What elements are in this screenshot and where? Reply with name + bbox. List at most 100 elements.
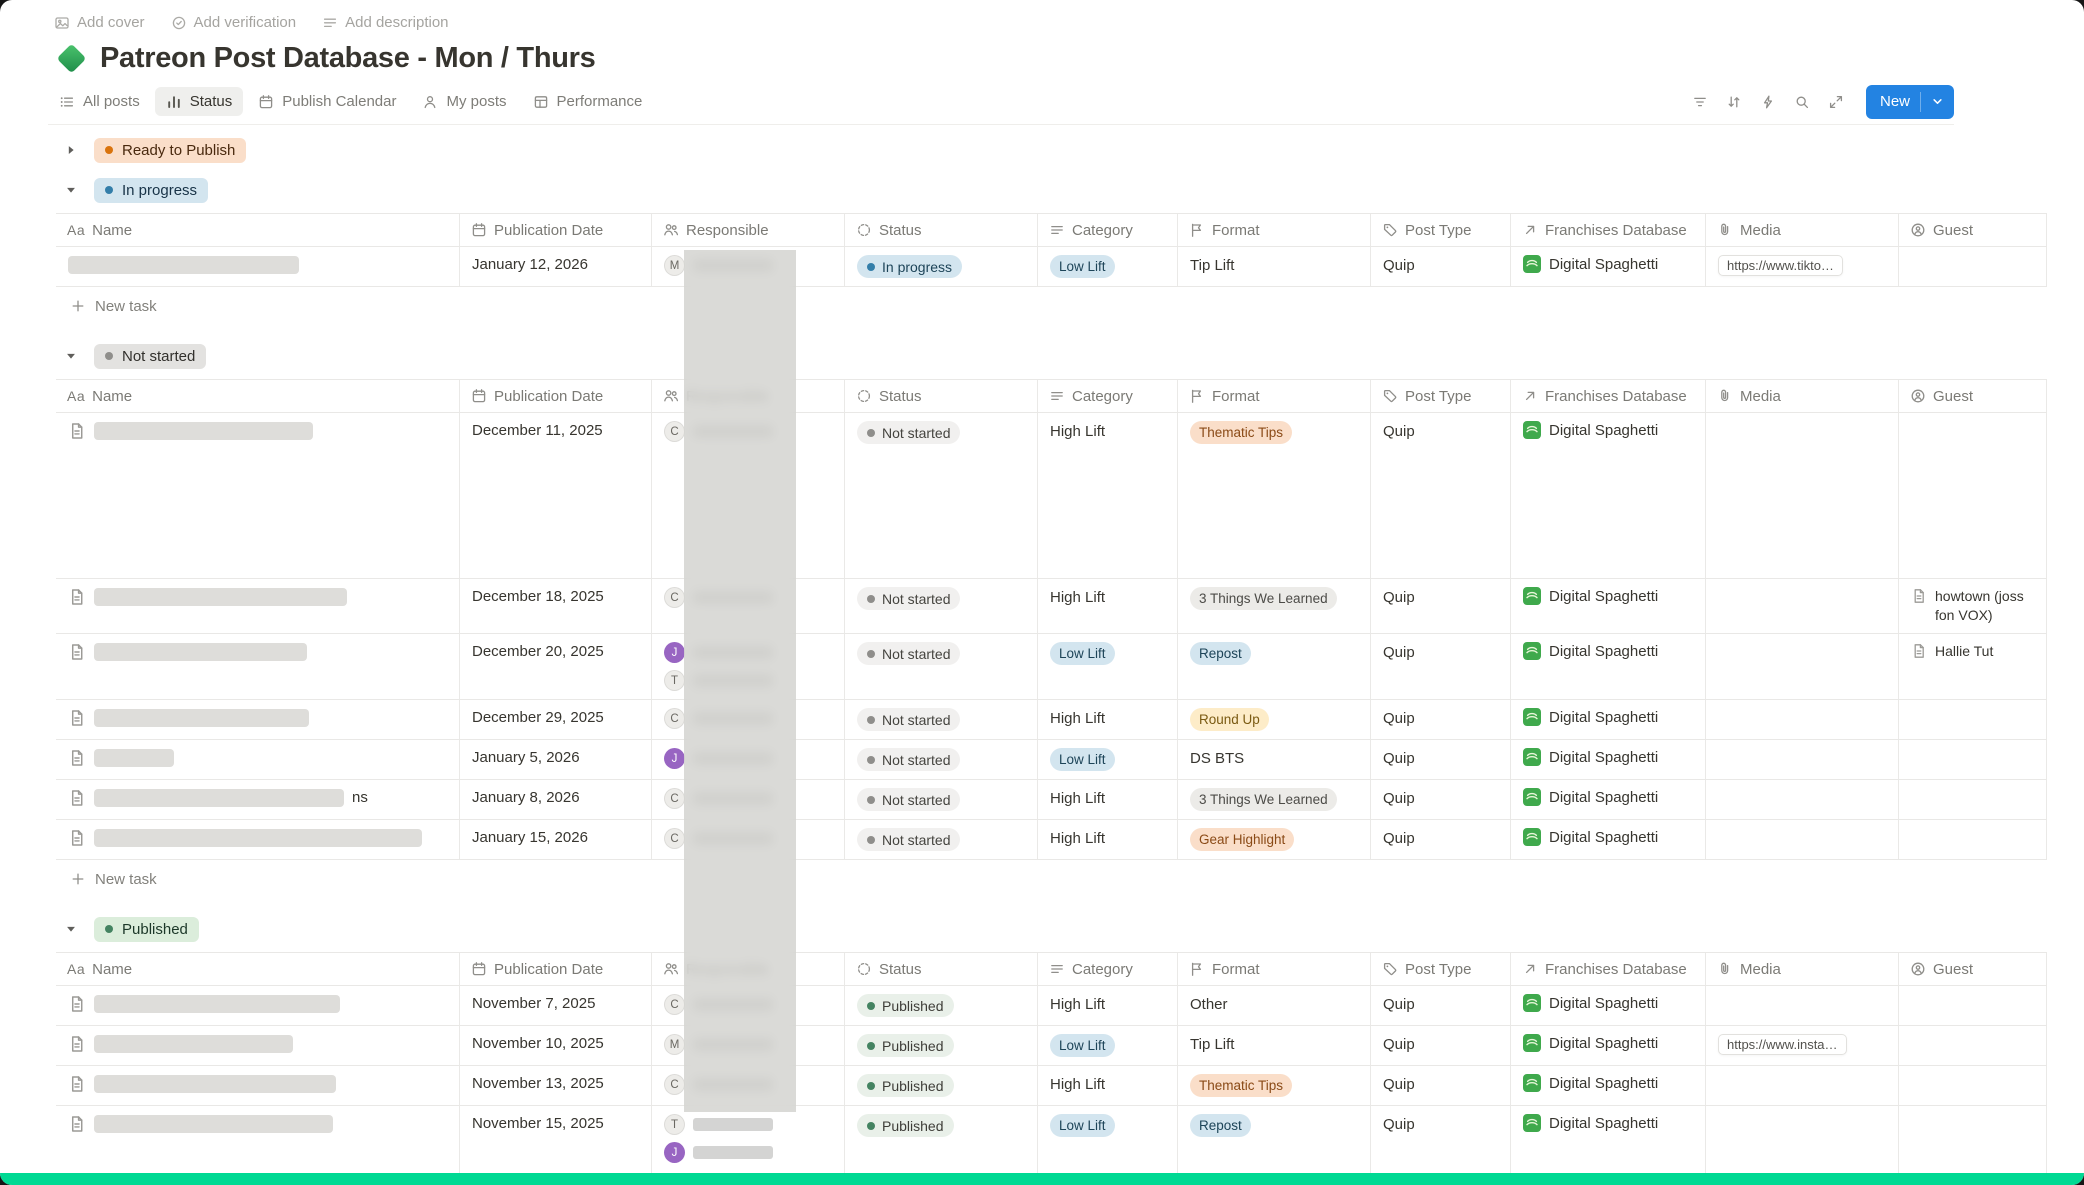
cell-format[interactable]: DS BTS xyxy=(1178,740,1371,779)
publication-date[interactable]: November 7, 2025 xyxy=(472,995,596,1012)
franchise-link[interactable]: Digital Spaghetti xyxy=(1549,789,1659,806)
tab-my-posts[interactable]: My posts xyxy=(411,87,517,116)
cell-date[interactable]: November 15, 2025 xyxy=(460,1106,652,1185)
cell-date[interactable]: January 15, 2026 xyxy=(460,820,652,859)
category-value[interactable]: High Lift xyxy=(1050,1076,1106,1093)
column-header-post_type[interactable]: Post Type xyxy=(1371,380,1511,412)
cell-format[interactable]: Thematic Tips xyxy=(1178,413,1371,578)
cell-media[interactable] xyxy=(1706,579,1899,633)
column-header-date[interactable]: Publication Date xyxy=(460,214,652,246)
avatar-M[interactable]: M xyxy=(664,1034,685,1055)
avatar-C[interactable]: C xyxy=(664,828,685,849)
column-header-guest[interactable]: Guest xyxy=(1899,214,2047,246)
franchise-link[interactable]: Digital Spaghetti xyxy=(1549,588,1659,605)
cell-format[interactable]: Round Up xyxy=(1178,700,1371,739)
cell-franchise[interactable]: Digital Spaghetti xyxy=(1511,1066,1706,1105)
format-value[interactable]: Tip Lift xyxy=(1190,257,1235,274)
cell-date[interactable]: November 7, 2025 xyxy=(460,986,652,1025)
cell-guest[interactable] xyxy=(1899,780,2047,819)
cell-post_type[interactable]: Quip xyxy=(1371,1106,1511,1185)
cell-format[interactable]: Repost xyxy=(1178,1106,1371,1185)
post-type-value[interactable]: Quip xyxy=(1383,589,1415,606)
cell-name[interactable] xyxy=(56,740,460,779)
avatar-C[interactable]: C xyxy=(664,708,685,729)
avatar-M[interactable]: M xyxy=(664,255,685,276)
column-header-category[interactable]: Category xyxy=(1038,214,1178,246)
group-toggle-expanded-icon[interactable] xyxy=(60,918,82,940)
column-header-post_type[interactable]: Post Type xyxy=(1371,953,1511,985)
format-value[interactable]: Other xyxy=(1190,996,1228,1013)
cell-franchise[interactable]: Digital Spaghetti xyxy=(1511,780,1706,819)
cell-franchise[interactable]: Digital Spaghetti xyxy=(1511,1026,1706,1065)
tab-performance[interactable]: Performance xyxy=(522,87,654,116)
status-value[interactable]: In progress xyxy=(857,255,963,278)
cell-date[interactable]: December 18, 2025 xyxy=(460,579,652,633)
column-header-format[interactable]: Format xyxy=(1178,380,1371,412)
tab-status[interactable]: Status xyxy=(154,87,244,116)
column-header-date[interactable]: Publication Date xyxy=(460,953,652,985)
cell-format[interactable]: Gear Highlight xyxy=(1178,820,1371,859)
tab-publish-calendar[interactable]: Publish Calendar xyxy=(247,87,407,116)
cell-post_type[interactable]: Quip xyxy=(1371,634,1511,699)
group-toggle-collapsed-icon[interactable] xyxy=(60,139,82,161)
franchise-link[interactable]: Digital Spaghetti xyxy=(1549,1035,1659,1052)
category-value[interactable]: Low Lift xyxy=(1050,1034,1115,1057)
column-header-status[interactable]: Status xyxy=(845,380,1038,412)
cell-format[interactable]: 3 Things We Learned xyxy=(1178,780,1371,819)
cell-category[interactable]: High Lift xyxy=(1038,1066,1178,1105)
page-title[interactable]: Patreon Post Database - Mon / Thurs xyxy=(100,41,596,74)
franchise-link[interactable]: Digital Spaghetti xyxy=(1549,643,1659,660)
group-toggle-expanded-icon[interactable] xyxy=(60,345,82,367)
cell-format[interactable]: Repost xyxy=(1178,634,1371,699)
group-pill[interactable]: Published xyxy=(94,916,199,942)
expand-button[interactable] xyxy=(1820,86,1852,118)
cell-post_type[interactable]: Quip xyxy=(1371,1066,1511,1105)
cell-media[interactable] xyxy=(1706,820,1899,859)
cell-franchise[interactable]: Digital Spaghetti xyxy=(1511,413,1706,578)
column-header-name[interactable]: Aa Name xyxy=(56,953,460,985)
status-value[interactable]: Not started xyxy=(857,421,961,444)
add-cover-button[interactable]: Add cover xyxy=(54,14,145,31)
publication-date[interactable]: January 8, 2026 xyxy=(472,789,580,806)
cell-post_type[interactable]: Quip xyxy=(1371,820,1511,859)
cell-media[interactable] xyxy=(1706,1106,1899,1185)
cell-category[interactable]: High Lift xyxy=(1038,579,1178,633)
cell-date[interactable]: January 8, 2026 xyxy=(460,780,652,819)
cell-category[interactable]: High Lift xyxy=(1038,780,1178,819)
format-value[interactable]: Repost xyxy=(1190,1114,1251,1137)
cell-name[interactable] xyxy=(56,413,460,578)
publication-date[interactable]: November 10, 2025 xyxy=(472,1035,604,1052)
format-value[interactable]: 3 Things We Learned xyxy=(1190,587,1337,610)
category-value[interactable]: Low Lift xyxy=(1050,748,1115,771)
cell-franchise[interactable]: Digital Spaghetti xyxy=(1511,700,1706,739)
post-type-value[interactable]: Quip xyxy=(1383,830,1415,847)
table-row[interactable]: December 29, 2025 C Not started High Lift Ro… xyxy=(56,700,2047,740)
cell-media[interactable] xyxy=(1706,1066,1899,1105)
table-row[interactable]: November 7, 2025 C Published High Lift Other… xyxy=(56,986,2047,1026)
cell-status[interactable]: Not started xyxy=(845,740,1038,779)
tab-all-posts[interactable]: All posts xyxy=(48,87,151,116)
new-task-button[interactable]: New task xyxy=(56,287,2047,325)
group-toggle-expanded-icon[interactable] xyxy=(60,179,82,201)
category-value[interactable]: High Lift xyxy=(1050,996,1106,1013)
table-row[interactable]: December 18, 2025 C Not started High Lift 3 … xyxy=(56,579,2047,634)
avatar-T[interactable]: T xyxy=(664,1114,685,1135)
table-row[interactable]: December 11, 2025 C Not started High Lift Th… xyxy=(56,413,2047,579)
format-value[interactable]: Round Up xyxy=(1190,708,1269,731)
cell-category[interactable]: Low Lift xyxy=(1038,1026,1178,1065)
post-type-value[interactable]: Quip xyxy=(1383,710,1415,727)
avatar-C[interactable]: C xyxy=(664,994,685,1015)
column-header-guest[interactable]: Guest xyxy=(1899,380,2047,412)
status-value[interactable]: Not started xyxy=(857,587,961,610)
cell-name[interactable] xyxy=(56,634,460,699)
publication-date[interactable]: January 12, 2026 xyxy=(472,256,588,273)
franchise-link[interactable]: Digital Spaghetti xyxy=(1549,1075,1659,1092)
cell-format[interactable]: Tip Lift xyxy=(1178,247,1371,286)
cell-status[interactable]: Not started xyxy=(845,579,1038,633)
cell-post_type[interactable]: Quip xyxy=(1371,780,1511,819)
group-pill[interactable]: Not started xyxy=(94,343,207,369)
cell-media[interactable] xyxy=(1706,780,1899,819)
column-header-format[interactable]: Format xyxy=(1178,214,1371,246)
publication-date[interactable]: December 29, 2025 xyxy=(472,709,604,726)
category-value[interactable]: Low Lift xyxy=(1050,642,1115,665)
